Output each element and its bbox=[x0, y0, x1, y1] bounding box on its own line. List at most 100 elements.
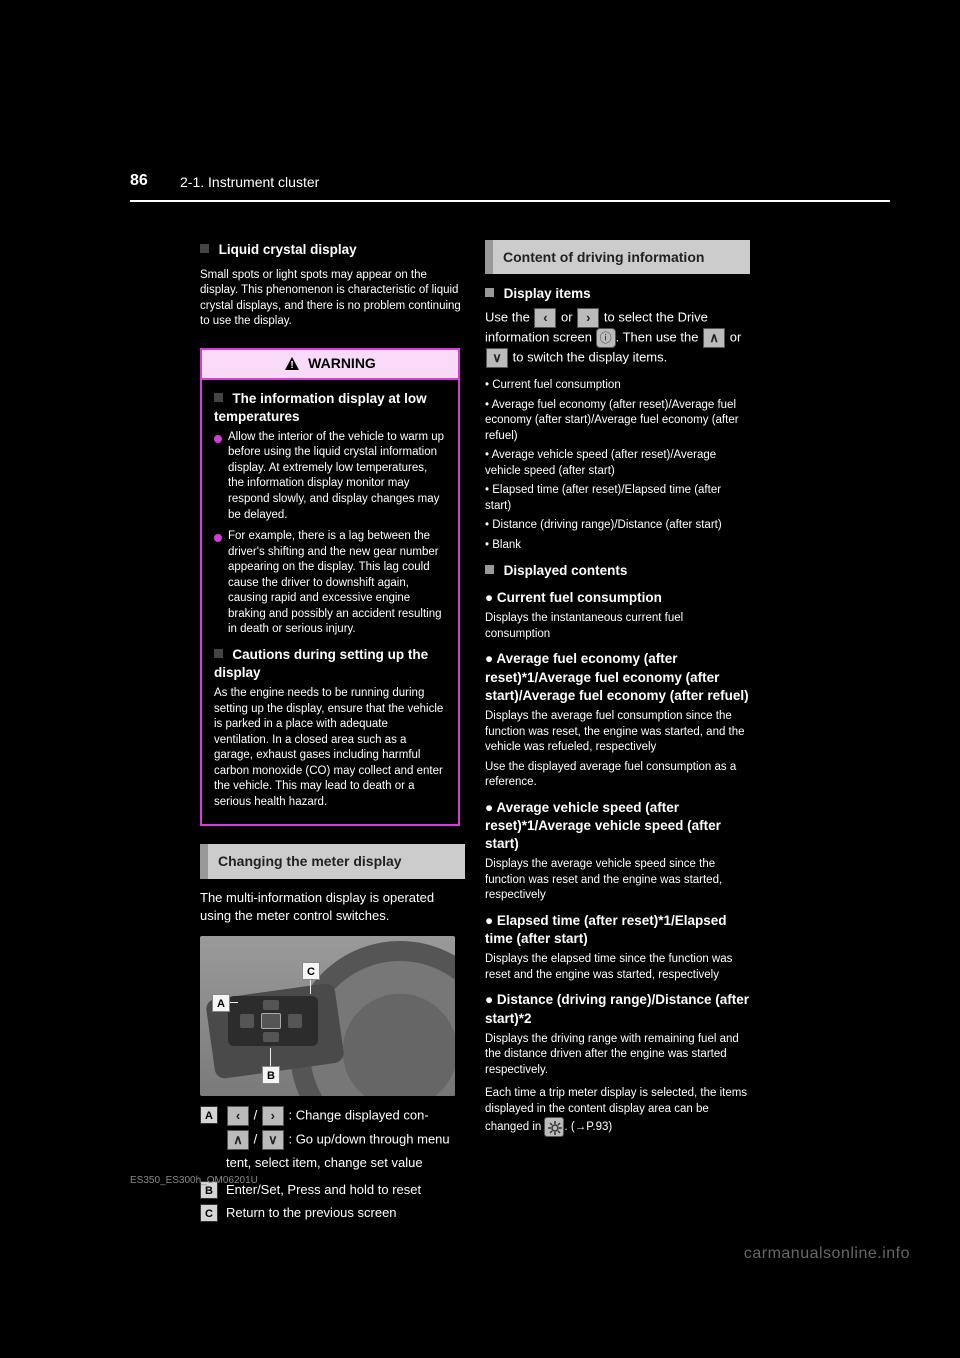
warning-bullet-2: For example, there is a lag between the … bbox=[214, 529, 446, 638]
svg-text:!: ! bbox=[290, 360, 293, 371]
square-bullet-icon bbox=[214, 649, 223, 658]
warning-text-1: Allow the interior of the vehicle to war… bbox=[228, 430, 446, 523]
item-1-text: Current fuel consumption bbox=[492, 379, 620, 391]
c3-title-text: Average vehicle speed (after reset)*1/Av… bbox=[485, 800, 721, 851]
panel-center-btn bbox=[261, 1013, 281, 1029]
callout-c: C bbox=[302, 962, 320, 980]
square-bullet-icon bbox=[214, 393, 223, 402]
intro-text: Small spots or light spots may appear on… bbox=[200, 268, 465, 330]
item-4-text: Elapsed time (after reset)/Elapsed time … bbox=[485, 484, 721, 512]
c4-body: Displays the elapsed time since the func… bbox=[485, 952, 750, 983]
page-number: 86 bbox=[130, 172, 148, 190]
c4-title-text: Elapsed time (after reset)*1/Elapsed tim… bbox=[485, 913, 727, 946]
square-bullet-icon bbox=[200, 244, 209, 253]
c5-title: ● Distance (driving range)/Distance (aft… bbox=[485, 991, 750, 1027]
panel-up-btn bbox=[263, 1000, 279, 1010]
c2-title: ● Average fuel economy (after reset)*1/A… bbox=[485, 650, 750, 705]
key-a-text-2: : Go up/down through menu bbox=[288, 1132, 449, 1147]
c5-title-text: Distance (driving range)/Distance (after… bbox=[485, 992, 749, 1025]
key-c-box: C bbox=[200, 1204, 218, 1222]
key-c-row: C Return to the previous screen bbox=[200, 1204, 465, 1223]
warning-subhead-2: Cautions during setting up the display bbox=[214, 646, 446, 682]
down-arrow-icon: ∨ bbox=[486, 348, 508, 368]
item-3-text: Average vehicle speed (after reset)/Aver… bbox=[485, 449, 716, 477]
bullet-dot-icon bbox=[214, 534, 222, 542]
key-a-line2-row: ∧ / ∨ : Go up/down through menu bbox=[226, 1130, 465, 1150]
displayed-contents-title: Displayed contents bbox=[504, 563, 628, 578]
square-bullet-icon bbox=[485, 565, 494, 574]
item-2: • Average fuel economy (after reset)/Ave… bbox=[485, 398, 750, 445]
key-a-text-3: tent, select item, change set value bbox=[226, 1154, 465, 1173]
displayed-contents-head: Displayed contents bbox=[485, 561, 750, 581]
warning-h1: The information display at low temperatu… bbox=[214, 391, 427, 424]
display-items-head: Display items bbox=[485, 284, 750, 304]
info-i-icon: ⓘ bbox=[596, 328, 616, 348]
c2-title-text: Average fuel economy (after reset)*1/Ave… bbox=[485, 651, 749, 702]
item-4: • Elapsed time (after reset)/Elapsed tim… bbox=[485, 483, 750, 514]
warning-header: ! WARNING bbox=[202, 350, 458, 380]
intro-heading-row: Liquid crystal display bbox=[200, 240, 465, 260]
item-list: • Current fuel consumption • Average fue… bbox=[485, 378, 750, 553]
right-arrow-icon: › bbox=[262, 1106, 284, 1126]
c5-body: Displays the driving range with remainin… bbox=[485, 1032, 750, 1079]
c2-body: Displays the average fuel consumption si… bbox=[485, 709, 750, 756]
panel-down-btn bbox=[263, 1032, 279, 1042]
chapter-label: 2-1. Instrument cluster bbox=[180, 174, 319, 190]
display-items-title: Display items bbox=[504, 286, 591, 301]
panel-right-btn bbox=[288, 1014, 302, 1028]
warning-text-2: For example, there is a lag between the … bbox=[228, 529, 446, 638]
c1-title: ● Current fuel consumption bbox=[485, 589, 750, 607]
key-a-content: ‹ / › : Change displayed con- bbox=[226, 1106, 429, 1126]
c3-title: ● Average vehicle speed (after reset)*1/… bbox=[485, 799, 750, 854]
key-a-row: A ‹ / › : Change displayed con- bbox=[200, 1106, 465, 1126]
warning-bullet-1: Allow the interior of the vehicle to war… bbox=[214, 430, 446, 523]
warning-text-3: As the engine needs to be running during… bbox=[214, 686, 446, 810]
callout-a: A bbox=[212, 994, 230, 1012]
leader-b bbox=[270, 1048, 271, 1066]
item-5: • Distance (driving range)/Distance (aft… bbox=[485, 518, 750, 534]
section-driving-info: Content of driving information bbox=[485, 240, 750, 274]
c1-body: Displays the instantaneous current fuel … bbox=[485, 611, 750, 642]
up-arrow-icon: ∧ bbox=[227, 1130, 249, 1150]
warning-triangle-icon: ! bbox=[284, 356, 300, 372]
left-arrow-icon: ‹ bbox=[227, 1106, 249, 1126]
intro-seg-3b: or bbox=[730, 330, 742, 345]
c2-note: Use the displayed average fuel consumpti… bbox=[485, 760, 750, 791]
manual-page: 86 2-1. Instrument cluster Liquid crysta… bbox=[0, 0, 960, 1358]
c1-title-text: Current fuel consumption bbox=[497, 590, 662, 605]
leader-c bbox=[310, 980, 311, 994]
item-5-text: Distance (driving range)/Distance (after… bbox=[492, 519, 721, 531]
warning-title: WARNING bbox=[308, 354, 376, 374]
footnote-text: Each time a trip meter display is select… bbox=[485, 1087, 747, 1133]
warning-subhead-1: The information display at low temperatu… bbox=[214, 390, 446, 426]
right-arrow-icon: › bbox=[577, 308, 599, 328]
intro-heading: Liquid crystal display bbox=[219, 242, 357, 257]
square-bullet-icon bbox=[485, 288, 494, 297]
steering-wheel-diagram: A C B bbox=[200, 936, 455, 1096]
item-6-text: Blank bbox=[492, 539, 521, 551]
key-a-text-1: : Change displayed con- bbox=[288, 1108, 428, 1123]
right-column: Content of driving information Display i… bbox=[485, 240, 750, 1137]
c3-body: Displays the average vehicle speed since… bbox=[485, 857, 750, 904]
section-text: The multi-information display is operate… bbox=[200, 889, 465, 927]
left-arrow-icon: ‹ bbox=[534, 308, 556, 328]
footnote-ref: (→P.93) bbox=[571, 1121, 612, 1133]
footnote: Each time a trip meter display is select… bbox=[485, 1086, 750, 1137]
panel-left-btn bbox=[240, 1014, 254, 1028]
warning-box: ! WARNING The information display at low… bbox=[200, 348, 460, 826]
section-changing-meter: Changing the meter display bbox=[200, 844, 465, 878]
left-column: Liquid crystal display Small spots or li… bbox=[200, 240, 465, 1227]
button-panel bbox=[228, 996, 318, 1046]
item-3: • Average vehicle speed (after reset)/Av… bbox=[485, 448, 750, 479]
c4-title: ● Elapsed time (after reset)*1/Elapsed t… bbox=[485, 912, 750, 948]
intro-seg-1: Use the bbox=[485, 310, 530, 325]
key-a-box: A bbox=[200, 1106, 218, 1124]
display-items-intro: Use the ‹ or › to select the Drive infor… bbox=[485, 308, 750, 368]
item-2-text: Average fuel economy (after reset)/Avera… bbox=[485, 399, 739, 442]
callout-b: B bbox=[262, 1066, 280, 1084]
key-list: A ‹ / › : Change displayed con- ∧ / ∨ : … bbox=[200, 1106, 465, 1223]
warning-body: The information display at low temperatu… bbox=[202, 380, 458, 825]
item-1: • Current fuel consumption bbox=[485, 378, 750, 394]
intro-seg-3a: Then use the bbox=[623, 330, 699, 345]
down-arrow-icon: ∨ bbox=[262, 1130, 284, 1150]
